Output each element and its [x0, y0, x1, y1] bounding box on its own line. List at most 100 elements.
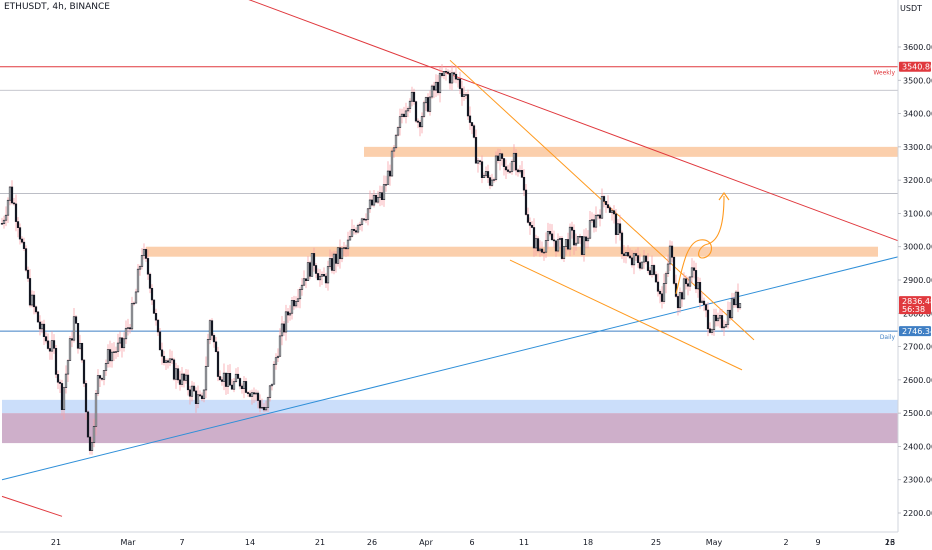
candle-body: [246, 392, 250, 394]
candle-body: [590, 219, 594, 221]
candle-body: [92, 425, 96, 443]
candle-body: [666, 263, 670, 274]
candle-body: [146, 258, 150, 275]
candle-body: [118, 337, 122, 344]
candle-body: [514, 152, 518, 171]
candle-body: [704, 304, 708, 311]
candle-body: [686, 283, 690, 287]
candle-body: [388, 170, 392, 177]
candle-body: [316, 273, 320, 281]
candle-body: [396, 127, 400, 136]
candle-body: [328, 258, 332, 267]
candle-body: [518, 170, 522, 173]
candle-body: [292, 300, 296, 307]
candle-body: [294, 301, 298, 307]
candle-body: [228, 373, 232, 386]
candle-body: [250, 392, 254, 397]
candle-body: [162, 355, 166, 363]
candle-body: [404, 110, 408, 117]
y-tick-label: 3500.00: [903, 76, 932, 85]
candle-body: [98, 375, 102, 379]
candle-body: [156, 319, 160, 333]
candle-body: [738, 303, 742, 309]
candle-body: [106, 349, 110, 364]
candle-body: [272, 363, 276, 385]
candle-body: [402, 113, 406, 117]
candle-body: [38, 321, 42, 330]
projection-layer: [675, 192, 730, 295]
candle-body: [470, 122, 474, 127]
candle-body: [120, 337, 124, 349]
candle-body: [8, 186, 12, 201]
candle-body: [646, 261, 650, 271]
candle-body: [346, 239, 350, 250]
candle-body: [628, 255, 632, 259]
candle-body: [570, 226, 574, 231]
candle-body: [630, 257, 634, 266]
candle-body: [324, 275, 328, 284]
candle-body: [46, 340, 50, 349]
candle-body: [418, 121, 422, 128]
candle-body: [600, 196, 604, 219]
candle-body: [566, 239, 570, 250]
candle-body: [174, 368, 178, 380]
candle-body: [284, 311, 288, 333]
candle-body: [370, 199, 374, 206]
candle-body: [10, 186, 14, 204]
candle-body: [334, 253, 338, 264]
candle-body: [458, 78, 462, 89]
candle-body: [242, 381, 246, 390]
candle-body: [274, 357, 278, 365]
candle-body: [366, 208, 370, 220]
candle-body: [212, 335, 216, 343]
candle-body: [414, 101, 418, 122]
candle-body: [214, 341, 218, 352]
candle-body: [198, 394, 202, 397]
candle-body: [132, 302, 136, 305]
candle-body: [576, 236, 580, 244]
candle-body: [88, 436, 92, 451]
x-tick-label: Apr: [419, 538, 434, 547]
candle-body: [692, 267, 696, 271]
candle-body: [672, 256, 676, 284]
daily-price-badge: [899, 326, 931, 337]
x-tick-label: Mar: [120, 538, 136, 547]
candle-body: [718, 315, 722, 319]
candle-body: [74, 316, 78, 324]
candle-body: [116, 342, 120, 352]
candle-body: [362, 218, 366, 221]
x-tick-label: 18: [583, 538, 593, 547]
candle-body: [336, 247, 340, 264]
candle-body: [680, 292, 684, 300]
candle-body: [0, 223, 4, 225]
candle-body: [240, 385, 244, 390]
zone-resistance-0: [364, 146, 898, 157]
candle-body: [408, 100, 412, 109]
candle-body: [450, 72, 454, 84]
y-tick-label: 3400.00: [903, 110, 932, 119]
candle-body: [422, 102, 426, 117]
candle-body: [190, 385, 194, 397]
candle-body: [384, 184, 388, 186]
candle-body: [660, 293, 664, 302]
candle-body: [222, 372, 226, 382]
candle-body: [394, 134, 398, 149]
candle-body: [564, 239, 568, 247]
candle-body: [64, 373, 68, 388]
candle-body: [50, 340, 54, 352]
candle-body: [572, 229, 576, 246]
candle-body: [56, 374, 60, 383]
y-tick-label: 2500.00: [903, 409, 932, 418]
candle-body: [312, 253, 316, 266]
candle-body: [208, 320, 212, 340]
daily-price-badge-text: 2746.34: [902, 327, 932, 336]
x-tick-label: 21: [315, 538, 325, 547]
x-tick-label: 21: [51, 538, 61, 547]
candle-body: [140, 255, 144, 267]
candle-body: [100, 377, 104, 380]
candle-body: [52, 340, 56, 349]
candle-body: [282, 323, 286, 333]
candle-body: [210, 320, 214, 336]
candle-body: [568, 226, 572, 250]
